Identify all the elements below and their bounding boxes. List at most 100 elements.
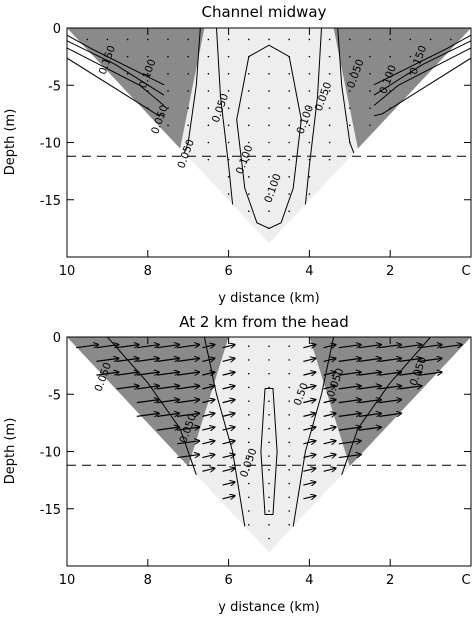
y-tick-label: 0 [53,331,61,346]
velocity-arrow [156,358,179,361]
velocity-arrow [323,345,336,348]
velocity-dot [268,372,270,375]
velocity-dot [248,372,250,375]
velocity-dot [248,455,250,457]
velocity-arrow [202,372,214,375]
velocity-arrow [156,427,179,430]
velocity-dot [268,523,270,526]
velocity-dot [268,55,270,58]
velocity-dot [248,193,250,195]
velocity-arrow [156,413,179,416]
velocity-arrow [222,358,235,361]
velocity-arrow [323,441,336,444]
velocity-dot [268,73,270,75]
velocity-dot [288,372,291,375]
velocity-dot [328,38,331,41]
velocity-arrow [202,413,214,416]
velocity-arrow [338,427,361,430]
velocity-arrow [202,345,214,348]
velocity-arrow [358,413,381,416]
velocity-dot [248,427,250,430]
velocity-dot [248,414,250,416]
velocity-arrow [303,427,315,430]
velocity-dot [268,469,270,471]
velocity-dot [167,90,169,92]
velocity-arrow [136,413,159,416]
velocity-dot [227,124,230,127]
velocity-arrow [177,427,199,430]
velocity-arrow [323,358,336,361]
velocity-dot [207,73,210,75]
velocity-arrow [222,496,235,499]
velocity-dot [268,90,270,92]
velocity-arrow [222,441,235,444]
velocity-arrow [338,345,361,348]
x-tick-label: 8 [144,573,152,588]
velocity-dot [268,537,270,540]
velocity-dot [328,124,331,127]
x-tick-label: 4 [305,573,313,588]
velocity-dot [227,90,230,92]
velocity-dot [268,441,270,444]
velocity-arrow [202,400,214,403]
velocity-dot [248,400,250,402]
velocity-dot [106,55,109,58]
velocity-arrow [96,372,118,375]
velocity-arrow [419,345,442,348]
velocity-dot [288,176,291,178]
contour-line-left [67,47,165,106]
velocity-arrow [303,496,315,499]
velocity-dot [288,400,291,402]
velocity-dot [288,523,291,526]
velocity-dot [288,359,291,361]
velocity-arrow [96,345,118,348]
velocity-dot [288,510,291,512]
velocity-vectors [76,345,462,540]
velocity-dot [268,141,270,144]
velocity-arrow [358,400,381,403]
y-axis-label: Depth (m) [3,418,18,485]
velocity-dot [248,124,250,127]
velocity-dot [288,55,291,58]
velocity-dot [248,496,250,499]
velocity-dot [288,107,291,109]
velocity-dot [288,193,291,195]
velocity-arrow [222,386,235,389]
velocity-arrow [338,372,361,375]
velocity-dot [288,158,291,161]
velocity-arrow [222,455,235,458]
velocity-arrow [202,455,214,458]
velocity-dot [248,73,250,75]
velocity-dot [409,55,412,58]
velocity-dot [328,73,331,75]
velocity-dot [248,55,250,58]
velocity-dot [248,38,250,41]
velocity-dot [268,345,270,347]
contour-line-center [236,44,302,229]
velocity-dot [369,124,371,127]
velocity-dot [147,107,149,109]
velocity-arrow [222,345,235,348]
velocity-dot [248,176,250,178]
velocity-arrow [338,441,361,444]
velocity-dot [248,523,250,526]
velocity-dot [207,90,210,92]
velocity-arrow [358,386,381,389]
velocity-arrow [202,386,214,389]
velocity-dot [288,496,291,499]
velocity-arrow [116,358,139,361]
velocity-arrow [419,372,442,375]
velocity-arrow [177,455,199,458]
contour-line [337,28,355,154]
velocity-arrow [222,468,235,471]
axis-ticks: 10 8 6 4 2 C 0 -5 -10 -15 [40,331,472,588]
velocity-arrow [399,372,421,375]
velocity-dot [288,482,291,485]
velocity-dot [389,90,392,92]
velocity-arrow [303,400,315,403]
x-tick-label: 10 [59,573,76,588]
velocity-arrow [338,386,361,389]
velocity-arrow [136,345,159,348]
contour-line [292,337,335,527]
velocity-arrow [399,386,421,389]
